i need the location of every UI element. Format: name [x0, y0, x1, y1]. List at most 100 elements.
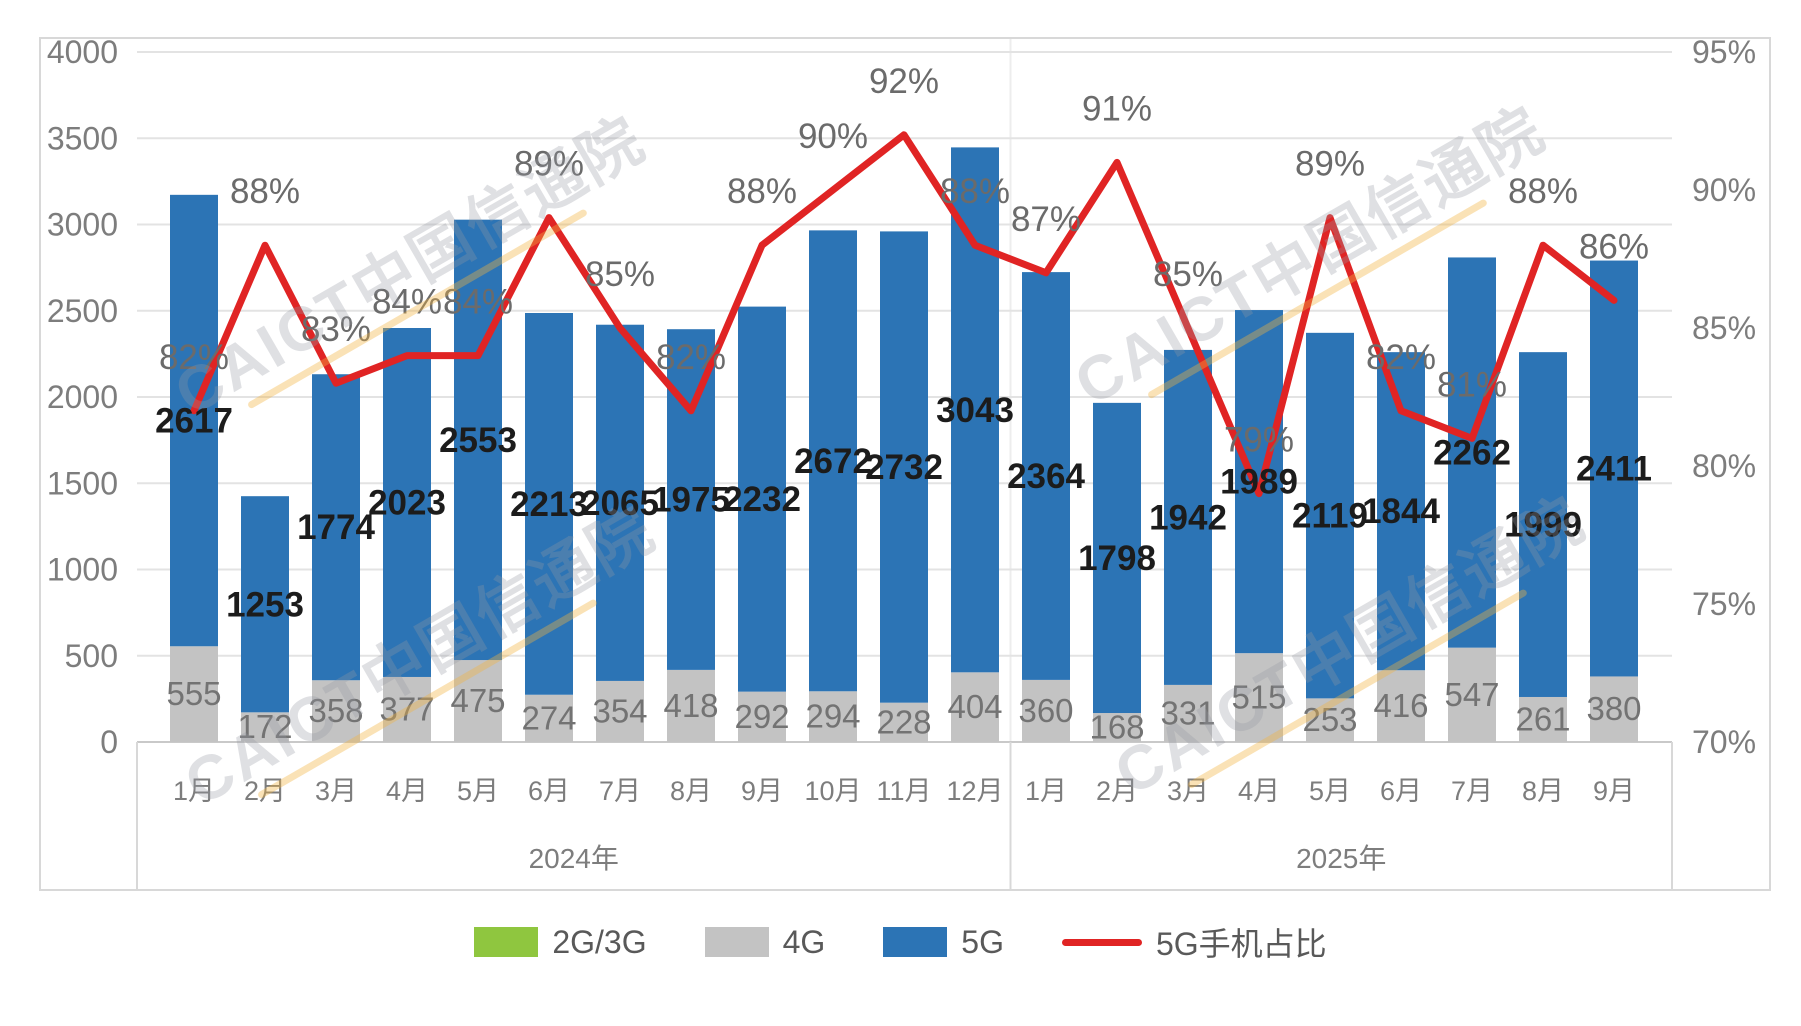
- label-pct-9: 90%: [798, 117, 868, 156]
- label-5g-15: 1989: [1220, 463, 1298, 502]
- label-5g-17: 1844: [1362, 492, 1440, 531]
- bar-4g-1: [241, 712, 289, 742]
- label-4g-10: 228: [876, 703, 931, 740]
- month-label-18: 7月: [1451, 776, 1493, 806]
- label-pct-0: 82%: [159, 338, 229, 377]
- month-label-0: 1月: [173, 776, 215, 806]
- month-label-11: 12月: [946, 776, 1003, 806]
- bar-4g-16: [1306, 698, 1354, 742]
- bar-4g-9: [809, 691, 857, 742]
- label-pct-14: 85%: [1153, 255, 1223, 294]
- legend-swatch-5g: [883, 927, 948, 957]
- bar-5g-10: [880, 231, 928, 703]
- label-4g-20: 380: [1586, 690, 1641, 727]
- label-4g-4: 475: [450, 682, 505, 719]
- label-pct-17: 82%: [1366, 338, 1436, 377]
- label-pct-4: 84%: [443, 283, 513, 322]
- label-pct-20: 86%: [1579, 227, 1649, 266]
- right-tick-75: 75%: [1692, 586, 1756, 622]
- month-label-8: 9月: [741, 776, 783, 806]
- bar-4g-13: [1093, 713, 1141, 742]
- label-4g-2: 358: [308, 692, 363, 729]
- left-tick-1000: 1000: [47, 552, 118, 588]
- month-label-4: 5月: [457, 776, 499, 806]
- year-label-2024: 2024年: [529, 843, 619, 874]
- left-tick-3500: 3500: [47, 120, 118, 156]
- label-pct-8: 88%: [727, 172, 797, 211]
- label-5g-20: 2411: [1576, 450, 1652, 489]
- legend-item-5g-share: 5G手机占比: [1061, 919, 1327, 965]
- label-5g-7: 1975: [652, 481, 730, 520]
- bar-5g-20: [1590, 260, 1638, 677]
- label-4g-8: 292: [734, 698, 789, 735]
- label-4g-7: 418: [663, 687, 718, 724]
- month-label-5: 6月: [528, 776, 570, 806]
- month-label-10: 11月: [876, 776, 931, 806]
- label-5g-12: 2364: [1007, 457, 1085, 496]
- month-label-3: 4月: [386, 776, 428, 806]
- label-5g-1: 1253: [226, 585, 304, 624]
- label-4g-19: 261: [1515, 700, 1570, 737]
- bar-4g-8: [738, 691, 786, 742]
- month-label-1: 2月: [244, 776, 286, 806]
- right-tick-85: 85%: [1692, 310, 1756, 346]
- bar-4g-6: [596, 680, 644, 742]
- bar-5g-4: [454, 219, 502, 661]
- label-4g-15: 515: [1231, 679, 1286, 716]
- month-label-20: 9月: [1593, 776, 1635, 806]
- label-4g-1: 172: [237, 708, 292, 745]
- bar-4g-7: [667, 669, 715, 742]
- legend-item-5g: 5G: [883, 924, 1004, 961]
- legend-label-2g3g: 2G/3G: [552, 923, 647, 960]
- bar-4g-17: [1377, 670, 1425, 742]
- bar-5g-11: [951, 147, 999, 673]
- bar-4g-18: [1448, 647, 1496, 742]
- bar-5g-8: [738, 306, 786, 692]
- bar-5g-3: [383, 328, 431, 677]
- left-tick-1500: 1500: [47, 465, 118, 501]
- legend-label-5g: 5G: [961, 923, 1004, 960]
- month-label-14: 3月: [1167, 776, 1209, 806]
- label-pct-6: 85%: [585, 255, 655, 294]
- label-pct-15: 79%: [1224, 421, 1294, 460]
- label-5g-9: 2672: [794, 442, 872, 481]
- label-pct-13: 91%: [1082, 89, 1152, 128]
- bar-5g-9: [809, 230, 857, 692]
- left-tick-2500: 2500: [47, 293, 118, 329]
- bar-5g-6: [596, 324, 644, 681]
- label-5g-16: 2119: [1292, 497, 1368, 536]
- label-4g-0: 555: [166, 675, 221, 712]
- bar-4g-4: [454, 660, 502, 742]
- legend-label-4g: 4G: [782, 923, 826, 960]
- bar-4g-0: [170, 646, 218, 742]
- month-label-12: 1月: [1025, 776, 1067, 806]
- bar-4g-3: [383, 676, 431, 742]
- bar-4g-2: [312, 680, 360, 742]
- line-5g-share: [190, 131, 1618, 498]
- chart-border: [39, 37, 1771, 891]
- right-tick-95: 95%: [1692, 34, 1756, 70]
- year-label-2025: 2025年: [1296, 843, 1386, 874]
- bar-5g-18: [1448, 257, 1496, 648]
- bar-4g-10: [880, 702, 928, 742]
- month-label-7: 8月: [670, 776, 712, 806]
- label-4g-12: 360: [1018, 692, 1073, 729]
- label-5g-6: 2065: [581, 484, 659, 523]
- legend-label-5g-share: 5G手机占比: [1155, 926, 1327, 962]
- label-5g-18: 2262: [1433, 434, 1511, 473]
- bar-5g-12: [1022, 272, 1070, 680]
- bar-4g-20: [1590, 676, 1638, 742]
- legend-item-4g: 4G: [704, 923, 826, 961]
- bar-5g-2: [312, 374, 360, 681]
- label-pct-19: 88%: [1508, 172, 1578, 211]
- month-label-17: 6月: [1380, 776, 1422, 806]
- label-5g-3: 2023: [368, 483, 446, 522]
- legend: 2G/3G 4G 5G 5G手机占比: [0, 912, 1801, 972]
- label-4g-14: 331: [1160, 694, 1215, 731]
- label-5g-5: 2213: [510, 485, 588, 524]
- month-label-13: 2月: [1096, 776, 1138, 806]
- label-4g-11: 404: [947, 688, 1002, 725]
- label-5g-2: 1774: [297, 508, 375, 547]
